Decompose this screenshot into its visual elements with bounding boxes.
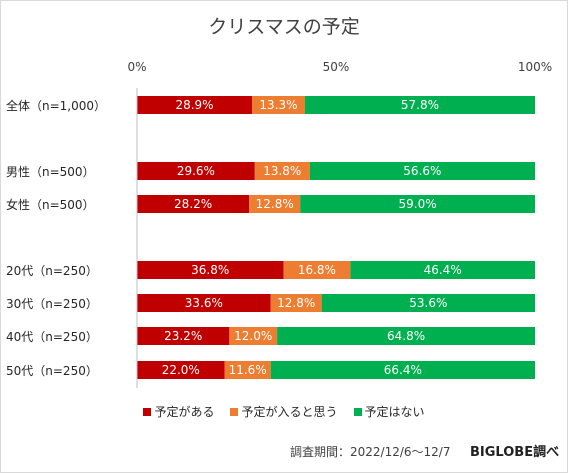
legend: 予定がある 予定が入ると思う 予定はない xyxy=(0,403,568,420)
x-tick-label: 50% xyxy=(322,60,350,74)
bar-segment xyxy=(224,361,271,379)
bar-segment xyxy=(254,162,310,180)
legend-item: 予定が入ると思う xyxy=(230,403,338,420)
legend-label: 予定が入ると思う xyxy=(241,405,338,419)
data-label: 33.6% xyxy=(185,296,223,310)
bar-segment xyxy=(137,195,250,213)
data-label: 16.8% xyxy=(298,263,336,277)
legend-swatch xyxy=(230,407,239,416)
bar-segment xyxy=(137,294,271,312)
category-label: 30代（n=250） xyxy=(6,297,98,311)
data-label: 59.0% xyxy=(399,197,437,211)
data-label: 12.0% xyxy=(234,329,272,343)
data-label: 66.4% xyxy=(384,363,422,377)
chart-title: クリスマスの予定 xyxy=(208,16,360,38)
bar-segment xyxy=(252,96,305,114)
x-tick-label: 0% xyxy=(127,60,147,74)
legend-item: 予定がある xyxy=(143,403,214,420)
bar-segment xyxy=(270,361,535,379)
x-tick-label: 100% xyxy=(517,60,553,74)
bar-segment xyxy=(350,261,535,279)
survey-period: 調査期間：2022/12/6～12/7 xyxy=(290,445,451,459)
data-label: 57.8% xyxy=(401,98,439,112)
bar-segment xyxy=(249,195,301,213)
legend-label: 予定がある xyxy=(154,405,215,419)
legend-item: 予定はない xyxy=(353,403,425,420)
category-label: 50代（n=250） xyxy=(6,364,98,378)
data-label: 64.8% xyxy=(387,329,425,343)
bar-segment xyxy=(321,294,535,312)
category-label: 20代（n=250） xyxy=(6,264,98,278)
data-label: 13.8% xyxy=(263,164,301,178)
bar-segment xyxy=(277,327,535,345)
category-label: 全体（n=1,000） xyxy=(6,99,107,113)
data-label: 28.2% xyxy=(174,197,212,211)
bar-segment xyxy=(300,195,535,213)
legend-label: 予定はない xyxy=(364,405,425,419)
category-label: 男性（n=500） xyxy=(6,165,95,179)
data-label: 11.6% xyxy=(229,363,267,377)
data-label: 36.8% xyxy=(191,263,229,277)
bar-segment xyxy=(137,327,230,345)
bar-segment xyxy=(137,261,284,279)
brand-credit: BIGLOBE調べ xyxy=(470,445,560,460)
data-label: 53.6% xyxy=(409,296,447,310)
category-label: 女性（n=500） xyxy=(6,198,95,212)
bar-segment xyxy=(283,261,351,279)
legend-swatch xyxy=(353,407,362,416)
data-label: 56.6% xyxy=(403,164,441,178)
legend-swatch xyxy=(143,407,152,416)
bar-segment xyxy=(304,96,535,114)
bar-segment xyxy=(309,162,535,180)
bar-segment xyxy=(137,361,225,379)
data-label: 28.9% xyxy=(175,98,213,112)
bar-segment xyxy=(270,294,322,312)
bar-segment xyxy=(137,162,255,180)
bar-segment xyxy=(137,96,253,114)
data-label: 46.4% xyxy=(424,263,462,277)
data-label: 29.6% xyxy=(177,164,215,178)
data-label: 12.8% xyxy=(256,197,294,211)
data-label: 22.0% xyxy=(162,363,200,377)
data-label: 12.8% xyxy=(277,296,315,310)
bar-segment xyxy=(229,327,278,345)
data-label: 13.3% xyxy=(259,98,297,112)
data-label: 23.2% xyxy=(164,329,202,343)
category-label: 40代（n=250） xyxy=(6,330,98,344)
